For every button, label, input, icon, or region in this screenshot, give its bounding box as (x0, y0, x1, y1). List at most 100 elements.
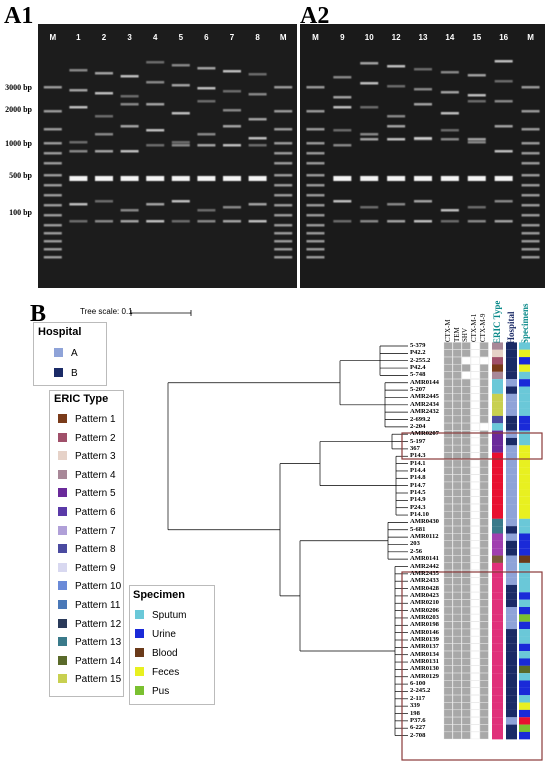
gene-presence-cell (461, 702, 471, 710)
eric-type-cell (492, 570, 503, 578)
leaf-label: 6-227 (410, 724, 426, 732)
hospital-cell (506, 548, 517, 556)
gene-presence-cell (443, 621, 453, 629)
legend-eric-item-1: Pattern 2 (58, 432, 116, 444)
specimen-cell (519, 401, 530, 409)
gel-a2-band (333, 106, 352, 109)
gene-presence-cell (479, 408, 489, 416)
gel-a2-band (387, 220, 406, 223)
hospital-cell (506, 496, 517, 505)
gene-presence-cell (461, 503, 471, 512)
hospital-cell (506, 592, 517, 600)
gel-a2-band (360, 206, 379, 209)
eric-type-cell (492, 474, 503, 483)
gene-presence-cell (470, 636, 480, 644)
gene-presence-cell (452, 717, 462, 725)
gene-presence-cell (479, 364, 489, 372)
leaf-label: 2-255.2 (410, 356, 431, 364)
hospital-cell (506, 629, 517, 637)
eric-type-cell (492, 621, 503, 630)
specimen-cell (519, 518, 530, 527)
gel-a1-band (197, 133, 216, 136)
leaf-label: P14.9 (410, 496, 426, 504)
hospital-cell (506, 364, 517, 372)
gel-a1-band (197, 67, 216, 70)
hospital-cell (506, 371, 517, 380)
gene-presence-cell (461, 709, 471, 718)
eric-type-cell (492, 673, 503, 681)
gene-presence-cell (452, 364, 462, 372)
gel-a1-band (43, 204, 62, 207)
gel-a2-band (494, 176, 513, 181)
leaf-label: AMR0198 (410, 621, 439, 629)
gel-a2-band (360, 133, 379, 136)
gene-presence-cell (461, 393, 471, 402)
gene-presence-cell (479, 467, 489, 475)
gel-a2-band (494, 80, 513, 83)
gene-presence-cell (470, 503, 480, 512)
gene-presence-cell (470, 423, 480, 431)
gene-presence-cell (452, 614, 462, 622)
gene-presence-cell (452, 356, 462, 365)
gene-presence-cell (461, 467, 471, 475)
gene-presence-cell (452, 695, 462, 703)
legend-eric-item-swatch-icon (58, 432, 67, 442)
gel-a2-band (521, 240, 540, 243)
gene-presence-cell (461, 628, 471, 637)
eric-type-cell (492, 629, 503, 637)
gel-a2-lane-label: 12 (392, 33, 401, 42)
gel-a2-lane-label: 14 (445, 33, 454, 42)
specimen-cell (519, 445, 530, 453)
gel-a2-band (333, 96, 352, 99)
gel-a2-band (387, 125, 406, 128)
gel-a1-band (120, 150, 139, 153)
gel-a1-band (274, 128, 293, 131)
leaf-label: AMR0210 (410, 599, 439, 607)
gel-a1-lane-label: 8 (255, 33, 260, 42)
specimen-cell (519, 592, 530, 600)
hospital-cell (506, 533, 517, 541)
gene-presence-cell (452, 415, 462, 424)
leaf-label: AMR0141 (410, 555, 439, 563)
legend-specimen-item-swatch-icon (135, 629, 144, 638)
gene-presence-cell (461, 445, 471, 453)
gel-a1-band (43, 86, 62, 89)
gene-presence-cell (479, 378, 489, 387)
gene-presence-cell (479, 731, 489, 740)
gene-presence-cell (443, 437, 453, 446)
gene-presence-cell (470, 702, 480, 710)
gene-presence-cell (470, 562, 480, 571)
gene-presence-cell (452, 621, 462, 629)
leaf-label: 2-204 (410, 422, 426, 430)
gel-a2-band (306, 240, 325, 243)
gel-a1-lane-label: 4 (153, 33, 158, 42)
leaf-label: P14.1 (410, 459, 426, 467)
eric-type-cell (492, 592, 503, 600)
specimen-cell (519, 415, 530, 424)
gel-a1-band (69, 203, 88, 206)
hospital-cell (506, 445, 517, 453)
gene-presence-cell (461, 606, 471, 615)
gel-a1-lane-label: 7 (230, 33, 235, 42)
hospital-cell (506, 658, 517, 666)
specimen-cell (519, 371, 530, 380)
gene-presence-cell (461, 680, 471, 688)
legend-hospital-item-label: A (71, 348, 78, 359)
gel-a2-band (494, 150, 513, 153)
legend-eric-item-swatch-icon (58, 525, 67, 535)
hospital-cell (506, 680, 517, 688)
gene-presence-cell (443, 680, 453, 688)
gene-presence-cell (452, 489, 462, 497)
eric-type-cell (492, 680, 503, 688)
size-marker-1000: 1000 bp (5, 139, 32, 148)
gene-presence-cell (443, 356, 453, 365)
gene-presence-cell (461, 496, 471, 504)
hospital-cell (506, 570, 517, 578)
hospital-cell (506, 599, 517, 608)
specimen-cell (519, 526, 530, 534)
gene-presence-cell (452, 378, 462, 387)
gene-presence-cell (479, 599, 489, 607)
gel-a1-band (43, 152, 62, 155)
gene-presence-cell (443, 540, 453, 548)
